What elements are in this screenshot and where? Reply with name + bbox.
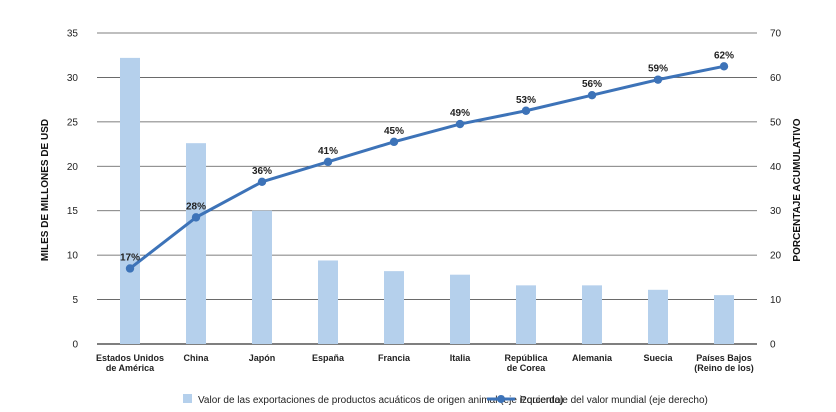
y-left-tick-label: 30 xyxy=(67,73,79,84)
y-right-tick-label: 20 xyxy=(770,251,782,262)
line-point xyxy=(323,157,333,167)
y-right-tick-label: 60 xyxy=(770,73,782,84)
y-left-tick-label: 5 xyxy=(72,295,78,306)
percent-label: 56% xyxy=(582,79,602,90)
x-category-label: Estados Unidos de América xyxy=(96,353,164,373)
bar xyxy=(252,210,272,344)
line-point xyxy=(455,119,465,129)
cumulative-line-path xyxy=(129,64,725,270)
y-right-tick-label: 0 xyxy=(770,340,776,351)
bar xyxy=(120,57,140,344)
y-right-tick-label: 10 xyxy=(770,295,782,306)
y-left-tick-label: 35 xyxy=(67,29,79,40)
line-point xyxy=(125,264,135,273)
y-axis-right-title: PORCENTAJE ACUMULATIVO xyxy=(792,118,803,261)
bars xyxy=(120,57,734,344)
percent-label: 59% xyxy=(648,64,668,75)
percent-label: 62% xyxy=(714,50,734,61)
bar xyxy=(648,289,668,344)
legend-line-label: Porcentaje del valor mundial (eje derech… xyxy=(520,395,708,406)
y-right-tick-label: 70 xyxy=(770,29,782,40)
bar xyxy=(186,143,206,344)
percent-label: 49% xyxy=(450,108,470,119)
cumulative-line xyxy=(125,62,729,273)
bar xyxy=(582,285,602,344)
line-point xyxy=(257,177,267,187)
percent-label: 36% xyxy=(252,166,272,177)
percent-label: 41% xyxy=(318,146,338,157)
percent-label: 45% xyxy=(384,126,404,137)
line-point xyxy=(587,91,597,100)
x-category-label: Suecia xyxy=(643,353,673,363)
y-left-tick-label: 0 xyxy=(72,340,78,351)
x-category-label: Francia xyxy=(378,353,411,363)
x-category-label: Alemania xyxy=(572,353,613,363)
legend-line-marker xyxy=(497,395,505,403)
y-left-tick-label: 25 xyxy=(67,117,79,128)
y-left-tick-label: 20 xyxy=(67,162,79,173)
y-left-tick-label: 15 xyxy=(67,206,79,217)
bar xyxy=(714,295,734,344)
labels: 0 5 10 15 20 25 30 35 0 10 20 30 40 50 60 70 Estados Uni… xyxy=(67,29,782,374)
y-right-tick-label: 30 xyxy=(770,206,782,217)
x-category-label: República de Corea xyxy=(504,353,548,373)
legend: Valor de las exportaciones de productos … xyxy=(183,394,708,406)
percent-label: 53% xyxy=(516,95,536,106)
x-category-label: Países Bajos (Reino de los) xyxy=(694,353,754,373)
bar xyxy=(384,271,404,344)
y-right-tick-label: 40 xyxy=(770,162,782,173)
bar xyxy=(516,285,536,344)
x-category-label: Japón xyxy=(249,353,276,363)
x-category-label: España xyxy=(312,353,345,363)
y-left-tick-label: 10 xyxy=(67,251,79,262)
legend-bar-swatch xyxy=(183,394,192,403)
percent-label: 17% xyxy=(120,252,140,263)
bar xyxy=(450,274,470,344)
x-category-label: China xyxy=(183,353,209,363)
line-point xyxy=(653,75,663,84)
bar xyxy=(318,260,338,344)
y-right-tick-label: 50 xyxy=(770,117,782,128)
line-point xyxy=(521,106,531,115)
legend-bar-label: Valor de las exportaciones de productos … xyxy=(198,395,564,406)
percent-label: 28% xyxy=(186,201,206,212)
line-point xyxy=(191,213,201,222)
y-axis-left-title: MILES DE MILLONES DE USD xyxy=(40,119,51,261)
x-category-label: Italia xyxy=(450,353,472,363)
line-point xyxy=(719,62,729,71)
line-point xyxy=(389,137,399,147)
